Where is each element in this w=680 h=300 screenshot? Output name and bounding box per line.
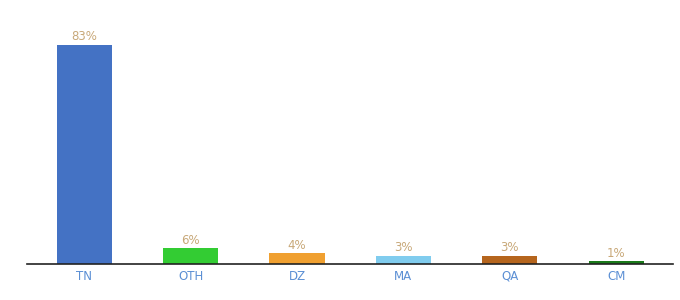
Text: 6%: 6% [182, 234, 200, 247]
Text: 3%: 3% [394, 242, 413, 254]
Text: 83%: 83% [71, 30, 97, 43]
Bar [588, 261, 644, 264]
Bar [163, 248, 218, 264]
Bar [482, 256, 537, 264]
Text: 4%: 4% [288, 239, 306, 252]
Text: 1%: 1% [607, 247, 626, 260]
Bar [376, 256, 431, 264]
Bar [56, 45, 112, 264]
Bar [269, 254, 324, 264]
Text: 3%: 3% [500, 242, 519, 254]
